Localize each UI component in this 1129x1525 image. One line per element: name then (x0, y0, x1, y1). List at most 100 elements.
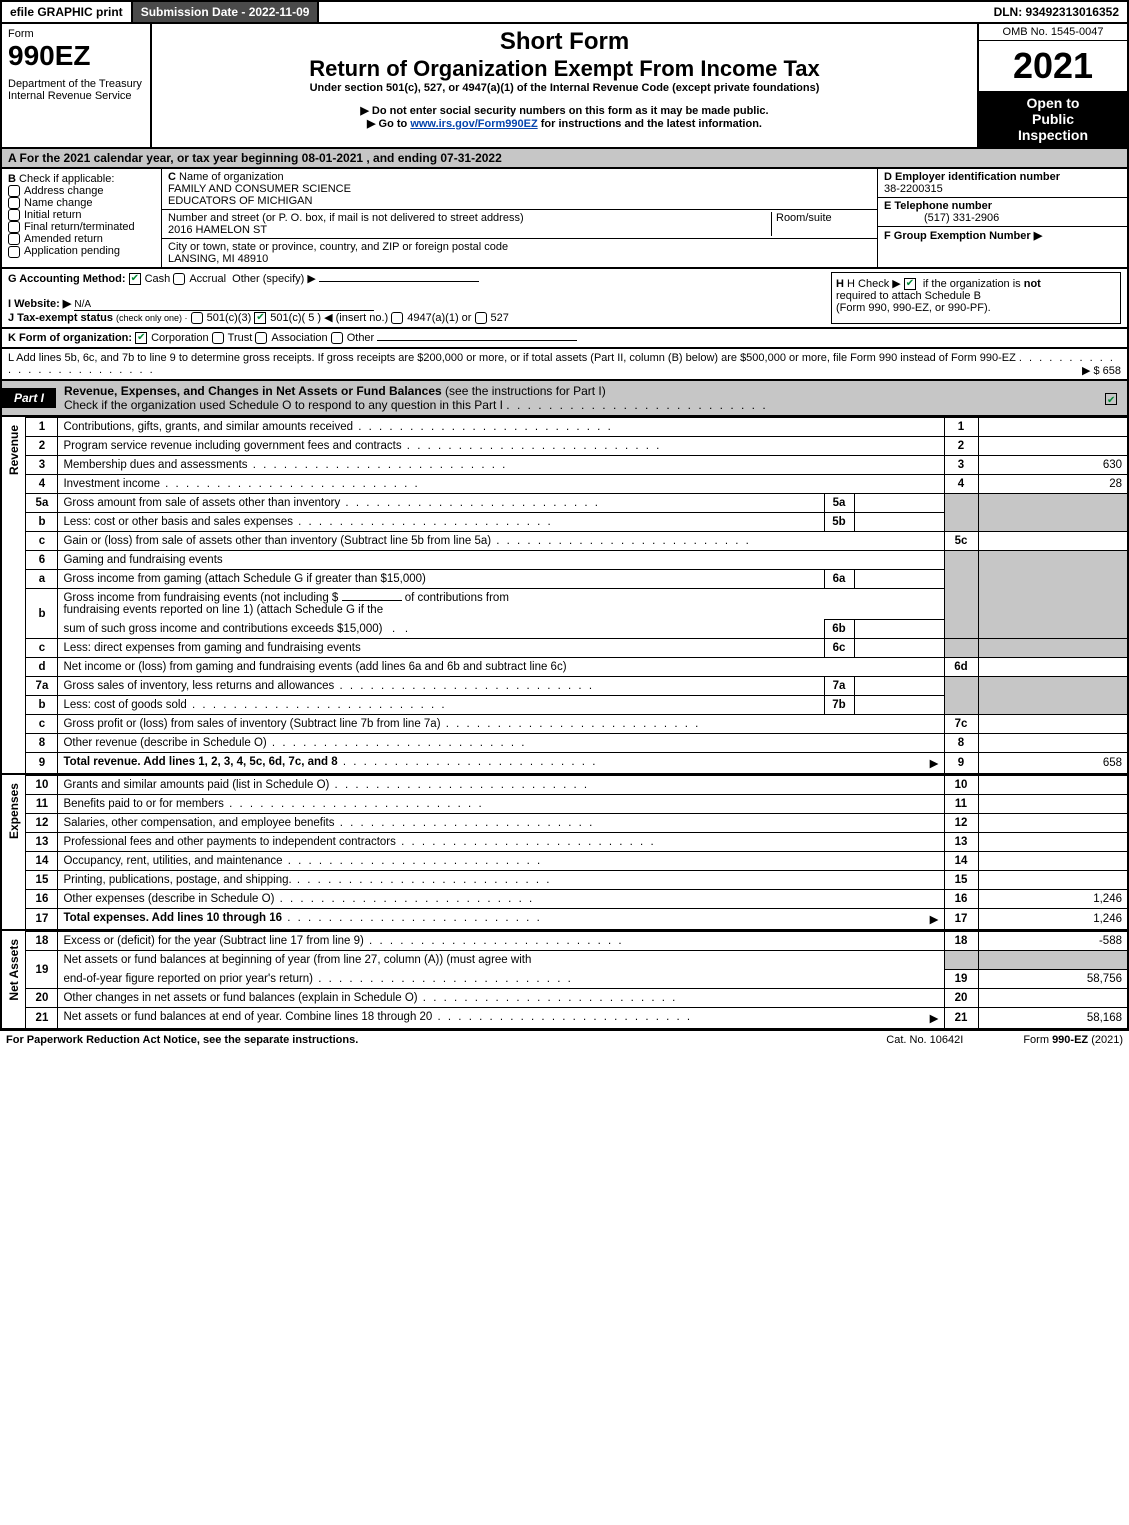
line-5a-mininput[interactable] (854, 494, 944, 513)
line-6b-mininput[interactable] (854, 620, 944, 639)
line-7a-mininput[interactable] (854, 677, 944, 696)
revenue-table: 1 Contributions, gifts, grants, and simi… (25, 417, 1129, 775)
k-label: K Form of organization: (8, 332, 132, 344)
g-label: G Accounting Method: (8, 273, 126, 285)
line-6c-mininput[interactable] (854, 639, 944, 658)
chk-accrual[interactable] (173, 273, 185, 285)
line-15-desc: Printing, publications, postage, and shi… (63, 874, 291, 886)
chk-527[interactable] (475, 312, 487, 324)
chk-name-change[interactable] (8, 197, 20, 209)
col-c: C Name of organization FAMILY AND CONSUM… (162, 169, 877, 267)
line-20-num: 20 (26, 988, 58, 1007)
chk-address-change[interactable] (8, 185, 20, 197)
opt-4947a1: 4947(a)(1) or (407, 312, 471, 324)
col-def: D Employer identification number 38-2200… (877, 169, 1127, 267)
chk-h[interactable] (904, 278, 916, 290)
line-6a-num: a (26, 570, 58, 589)
line-6b-desc3: sum of such gross income and contributio… (63, 623, 382, 635)
net-assets-table: 18 Excess or (deficit) for the year (Sub… (25, 931, 1129, 1030)
line-14-num: 14 (26, 852, 58, 871)
chk-trust[interactable] (212, 332, 224, 344)
omb-number: OMB No. 1545-0047 (979, 24, 1127, 41)
line-16-val: 1,246 (978, 890, 1128, 909)
line-10-desc: Grants and similar amounts paid (list in… (63, 779, 329, 791)
chk-corporation[interactable] (135, 332, 147, 344)
h-pre: H Check ▶ (847, 278, 904, 290)
line-7b-num: b (26, 696, 58, 715)
line-11-num: 11 (26, 795, 58, 814)
chk-other-org[interactable] (331, 332, 343, 344)
line-18-num: 18 (26, 932, 58, 951)
line-5b-minlabel: 5b (824, 513, 854, 532)
chk-cash[interactable] (129, 273, 141, 285)
chk-part-i-schedo[interactable] (1105, 393, 1117, 405)
line-7a-num: 7a (26, 677, 58, 696)
line-4-col: 4 (944, 475, 978, 494)
opt-name-change: Name change (24, 197, 93, 209)
line-5b-desc: Less: cost or other basis and sales expe… (63, 516, 293, 528)
expenses-block: Expenses 10 Grants and similar amounts p… (0, 775, 1129, 931)
opt-association: Association (271, 332, 327, 344)
revenue-block: Revenue 1 Contributions, gifts, grants, … (0, 417, 1129, 775)
note-goto: ▶ Go to www.irs.gov/Form990EZ for instru… (162, 117, 967, 130)
note-goto-pre: ▶ Go to (367, 118, 410, 130)
line-16-col: 16 (944, 890, 978, 909)
c-city-label: City or town, state or province, country… (168, 241, 508, 253)
footer-right-pre: Form (1023, 1034, 1052, 1046)
line-20-col: 20 (944, 988, 978, 1007)
form-number: 990EZ (8, 40, 144, 72)
row-a-text: A For the 2021 calendar year, or tax yea… (8, 151, 502, 165)
chk-501c[interactable] (254, 312, 266, 324)
line-13-col: 13 (944, 833, 978, 852)
l-value: ▶ $ 658 (1082, 364, 1121, 377)
chk-501c3[interactable] (191, 312, 203, 324)
line-7a-desc: Gross sales of inventory, less returns a… (63, 680, 334, 692)
phone-value: (517) 331-2906 (884, 212, 999, 224)
line-1-col: 1 (944, 418, 978, 437)
line-4-num: 4 (26, 475, 58, 494)
irs-link[interactable]: www.irs.gov/Form990EZ (410, 118, 537, 130)
chk-amended-return[interactable] (8, 233, 20, 245)
line-12-desc: Salaries, other compensation, and employ… (63, 817, 334, 829)
line-5b-num: b (26, 513, 58, 532)
opt-527: 527 (491, 312, 509, 324)
h-not: not (1024, 278, 1041, 290)
line-16-num: 16 (26, 890, 58, 909)
line-9-num: 9 (26, 753, 58, 775)
chk-final-return[interactable] (8, 221, 20, 233)
line-6a-desc: Gross income from gaming (attach Schedul… (63, 573, 425, 585)
chk-association[interactable] (255, 332, 267, 344)
line-1-desc: Contributions, gifts, grants, and simila… (63, 421, 353, 433)
line-14-val (978, 852, 1128, 871)
side-expenses: Expenses (0, 775, 25, 931)
side-revenue: Revenue (0, 417, 25, 775)
line-7b-mininput[interactable] (854, 696, 944, 715)
line-5a-num: 5a (26, 494, 58, 513)
chk-application-pending[interactable] (8, 246, 20, 258)
line-4-desc: Investment income (63, 478, 160, 490)
line-8-desc: Other revenue (describe in Schedule O) (63, 737, 266, 749)
line-17-num: 17 (26, 909, 58, 931)
line-5b-mininput[interactable] (854, 513, 944, 532)
c-room-label: Room/suite (776, 212, 832, 224)
website-value: N/A (74, 299, 91, 310)
line-6c-minlabel: 6c (824, 639, 854, 658)
d-label: D Employer identification number (884, 171, 1060, 183)
line-7c-val (978, 715, 1128, 734)
part-i-check-text: Check if the organization used Schedule … (64, 398, 503, 412)
row-a-tax-year: A For the 2021 calendar year, or tax yea… (0, 149, 1129, 169)
line-10-val (978, 776, 1128, 795)
opt-address-change: Address change (24, 185, 104, 197)
line-10-col: 10 (944, 776, 978, 795)
chk-initial-return[interactable] (8, 209, 20, 221)
line-8-col: 8 (944, 734, 978, 753)
opt-initial-return: Initial return (24, 209, 81, 221)
line-14-col: 14 (944, 852, 978, 871)
line-1-val (978, 418, 1128, 437)
j-label: J Tax-exempt status (8, 312, 113, 324)
line-6a-mininput[interactable] (854, 570, 944, 589)
line-6b-desc1b: of contributions from (405, 592, 509, 604)
line-18-val: -588 (978, 932, 1128, 951)
line-18-col: 18 (944, 932, 978, 951)
chk-4947a1[interactable] (391, 312, 403, 324)
